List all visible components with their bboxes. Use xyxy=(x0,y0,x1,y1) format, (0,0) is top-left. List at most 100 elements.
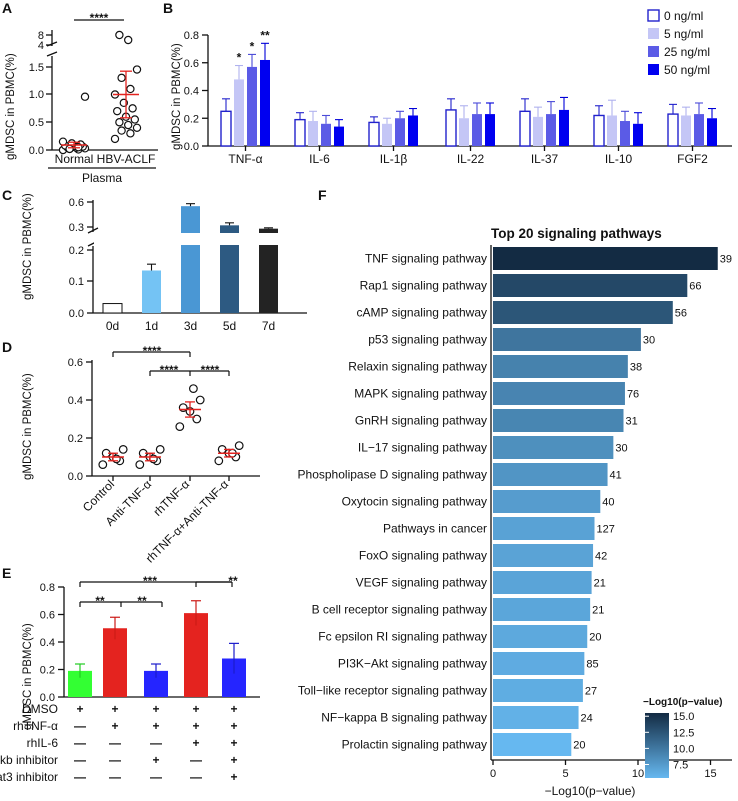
f-category-label: FoxO signaling pathway xyxy=(359,549,487,563)
c-x-tick-label: 7d xyxy=(262,319,275,333)
f-bar xyxy=(493,706,579,729)
a-point xyxy=(128,104,137,113)
a-y-axis-label: gMDSC in PBMC(%) xyxy=(5,53,17,160)
f-count-label: 38 xyxy=(630,362,642,374)
e-treatment-mark: + xyxy=(230,719,237,733)
e-treatment-mark: — xyxy=(74,770,86,784)
f-category-label: Phospholipase D signaling pathway xyxy=(298,468,487,482)
f-bar xyxy=(493,571,592,594)
b-y-tick-label: 0.8 xyxy=(184,30,199,42)
d-y-axis-label: gMDSC in PBMC(%) xyxy=(22,373,34,480)
a-point xyxy=(132,123,142,133)
a-tick-label-4: 4 xyxy=(38,40,44,52)
f-count-label: 85 xyxy=(586,659,598,671)
b-y-tick-label: 0.2 xyxy=(184,113,199,125)
c-tick-label-0.3: 0.3 xyxy=(69,222,84,234)
b-bar xyxy=(681,115,691,146)
e-treatment-mark: + xyxy=(111,719,118,733)
b-bar xyxy=(408,115,418,146)
b-bar xyxy=(382,123,392,146)
e-treatment-mark: + xyxy=(152,702,159,716)
c-x-tick-label: 3d xyxy=(184,319,197,333)
e-treatment-mark: — xyxy=(74,753,86,767)
f-count-label: 30 xyxy=(643,335,655,347)
e-treatment-mark: + xyxy=(192,719,199,733)
f-legend-title: −Log10(p−value) xyxy=(643,697,722,708)
d-point xyxy=(175,422,185,432)
panel-label-a: A xyxy=(2,0,12,16)
f-bar xyxy=(493,625,588,648)
a-cat-normal: Normal xyxy=(55,152,94,166)
e-y-tick-label: 0.6 xyxy=(40,610,55,622)
b-sig-label: * xyxy=(237,51,242,65)
f-bar xyxy=(493,409,624,432)
f-category-label: Prolactin signaling pathway xyxy=(342,738,487,752)
f-bar xyxy=(493,247,718,270)
b-y-tick-label: 0.4 xyxy=(184,86,199,98)
c-bar xyxy=(142,270,161,313)
a-point xyxy=(117,73,126,83)
a-point xyxy=(110,134,120,144)
b-x-tick-label: IL-1β xyxy=(380,152,408,166)
d-sig-label-1: **** xyxy=(143,344,162,358)
d-point xyxy=(148,454,158,464)
f-category-label: MAPK signaling pathway xyxy=(354,387,487,401)
f-category-label: Relaxin signaling pathway xyxy=(348,360,487,374)
c-x-tick-label: 5d xyxy=(223,319,236,333)
b-bar xyxy=(321,123,331,146)
panel-label-e: E xyxy=(2,565,11,581)
b-bar xyxy=(308,121,318,146)
a-point xyxy=(65,144,74,154)
b-bar xyxy=(707,118,717,146)
d-point xyxy=(155,445,165,454)
e-y-tick-label: 0.2 xyxy=(40,665,55,677)
e-treatment-mark: + xyxy=(230,770,237,784)
c-tick-label-0.1: 0.1 xyxy=(69,276,84,288)
e-treatment-mark: + xyxy=(192,702,199,716)
c-x-tick-label: 0d xyxy=(106,319,119,333)
panel-label-f: F xyxy=(318,187,327,203)
f-count-label: 21 xyxy=(592,605,604,617)
a-point xyxy=(132,65,142,74)
b-y-tick-label: 0.0 xyxy=(184,141,199,153)
f-colorbar-tick-label: 12.5 xyxy=(673,727,694,739)
a-point xyxy=(112,106,122,116)
f-bar xyxy=(493,436,614,459)
b-legend-swatch xyxy=(648,46,659,57)
f-count-label: 41 xyxy=(610,470,622,482)
c-y-axis-label: gMDSC in PBMC(%) xyxy=(22,193,34,300)
f-count-label: 39 xyxy=(720,254,732,266)
e-treatment-label: rhTNF-α xyxy=(13,719,58,733)
c-bar xyxy=(102,303,123,314)
f-title: Top 20 signaling pathways xyxy=(491,226,662,241)
d-point xyxy=(195,395,205,405)
e-bar xyxy=(103,628,127,697)
b-legend-label: 25 ng/ml xyxy=(664,45,710,59)
e-sig-label-1: ** xyxy=(95,594,105,608)
c-x-tick-label: 1d xyxy=(145,319,158,333)
f-bar xyxy=(493,733,572,756)
d-point xyxy=(214,456,224,466)
f-category-label: GnRH signaling pathway xyxy=(355,414,487,428)
f-bar xyxy=(493,679,583,702)
f-category-label: Fc epsilon RI signaling pathway xyxy=(318,630,487,644)
d-point xyxy=(111,454,121,464)
b-bar xyxy=(247,66,257,146)
a-tick-label-1.5: 1.5 xyxy=(29,62,44,74)
f-category-label: TNF signaling pathway xyxy=(365,252,487,266)
f-bar xyxy=(493,490,601,513)
f-bar xyxy=(493,652,585,675)
c-axis-break-1 xyxy=(87,227,99,234)
d-point xyxy=(192,414,202,424)
f-category-label: Toll−like receptor signaling pathway xyxy=(298,684,487,698)
a-axis-break-2 xyxy=(46,51,58,57)
f-x-axis-label: −Log10(p−value) xyxy=(545,784,636,798)
a-x-axis-label: Plasma xyxy=(82,171,122,185)
b-bar xyxy=(220,110,232,147)
b-bar xyxy=(694,114,704,146)
f-category-label: Rap1 signaling pathway xyxy=(360,279,487,293)
b-legend-swatch xyxy=(648,64,659,75)
b-bar xyxy=(294,118,306,147)
f-colorbar-tick-label: 7.5 xyxy=(673,759,688,771)
f-count-label: 31 xyxy=(626,416,638,428)
